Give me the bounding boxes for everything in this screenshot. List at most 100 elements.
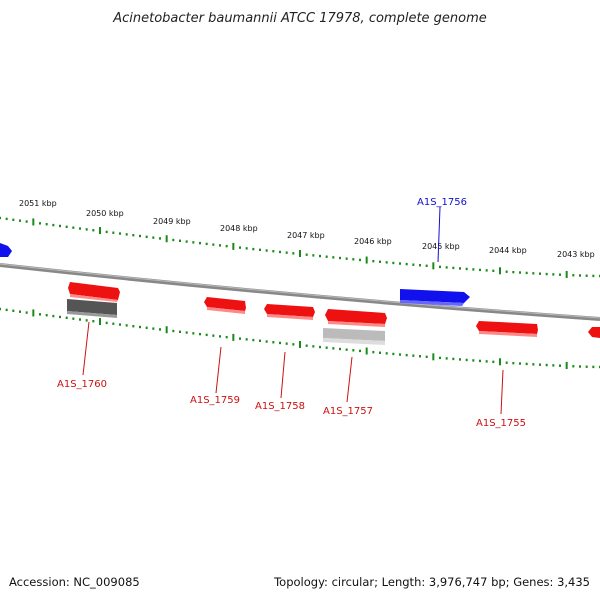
inner-minor-tick xyxy=(205,333,208,337)
gene-a1s-1756[interactable] xyxy=(400,289,470,306)
outer-minor-tick xyxy=(112,231,115,234)
outer-minor-tick xyxy=(252,247,255,251)
inner-minor-tick xyxy=(45,314,48,317)
accession-text: Accession: NC_009085 xyxy=(9,575,140,589)
outer-minor-tick xyxy=(492,269,495,273)
inner-minor-tick xyxy=(505,361,508,364)
outer-minor-tick xyxy=(345,257,348,260)
outer-minor-tick xyxy=(532,272,535,275)
pseudogene-a1s-1757 xyxy=(323,328,385,345)
inner-minor-tick xyxy=(519,362,521,365)
inner-minor-tick xyxy=(25,311,28,314)
inner-minor-tick xyxy=(339,347,341,351)
outer-minor-tick xyxy=(85,228,88,231)
inner-minor-tick xyxy=(199,332,201,336)
inner-minor-tick xyxy=(279,341,281,345)
outer-minor-tick xyxy=(505,270,508,273)
inner-minor-tick xyxy=(452,357,455,361)
outer-minor-tick xyxy=(259,248,261,252)
inner-minor-tick xyxy=(412,354,415,357)
inner-minor-tick xyxy=(445,357,448,360)
inner-minor-tick xyxy=(225,335,228,339)
outer-major-tick xyxy=(299,250,301,258)
outer-minor-tick xyxy=(545,272,548,276)
inner-minor-tick xyxy=(85,319,88,322)
outer-minor-tick xyxy=(359,258,361,262)
inner-minor-tick xyxy=(585,365,588,368)
inner-minor-tick xyxy=(392,352,395,356)
outer-minor-tick xyxy=(445,266,448,269)
inner-minor-tick xyxy=(52,314,55,318)
outer-minor-tick xyxy=(205,242,208,246)
outer-minor-tick xyxy=(592,274,595,278)
outer-minor-tick xyxy=(265,249,268,252)
gene-red-right[interactable] xyxy=(588,327,600,338)
inner-minor-tick xyxy=(172,329,175,333)
inner-minor-tick xyxy=(5,308,8,312)
outer-minor-tick xyxy=(579,274,581,277)
genome-backbone xyxy=(0,263,600,321)
outer-minor-tick xyxy=(145,235,148,239)
outer-minor-tick xyxy=(139,234,141,238)
inner-minor-tick xyxy=(179,330,181,333)
scale-label-2049: 2049 kbp xyxy=(153,217,191,226)
outer-minor-tick xyxy=(239,246,241,249)
inner-minor-tick xyxy=(212,334,215,337)
gene-a1s-1759[interactable] xyxy=(204,297,246,314)
inner-minor-tick xyxy=(145,326,148,330)
inner-minor-tick xyxy=(312,345,315,348)
outer-tick-ring xyxy=(0,216,600,278)
inner-minor-tick xyxy=(545,363,548,367)
outer-minor-tick xyxy=(272,250,275,253)
inner-minor-tick xyxy=(325,346,328,349)
outer-minor-tick xyxy=(125,233,128,236)
gene-a1s-1758[interactable] xyxy=(264,304,315,320)
scale-label-2044: 2044 kbp xyxy=(489,246,527,255)
gene-a1s-1755[interactable] xyxy=(476,321,538,337)
outer-minor-tick xyxy=(285,251,288,254)
inner-minor-tick xyxy=(485,360,488,363)
outer-minor-tick xyxy=(92,229,95,232)
outer-minor-tick xyxy=(199,241,201,245)
inner-minor-tick xyxy=(245,338,248,341)
inner-major-tick xyxy=(32,309,35,317)
outer-minor-tick xyxy=(45,223,48,226)
outer-minor-tick xyxy=(559,273,561,276)
gene-blue-left[interactable] xyxy=(0,243,12,257)
outer-major-tick xyxy=(99,227,101,235)
outer-minor-tick xyxy=(472,268,475,271)
outer-minor-tick xyxy=(519,271,521,274)
gene-a1s-1757[interactable] xyxy=(325,309,387,327)
outer-minor-tick xyxy=(512,270,515,274)
inner-minor-tick xyxy=(59,315,61,319)
outer-minor-tick xyxy=(525,271,528,275)
inner-minor-tick xyxy=(79,318,81,321)
gene-label-a1s-1758: A1S_1758 xyxy=(255,401,305,412)
outer-minor-tick xyxy=(465,267,468,271)
inner-major-tick xyxy=(565,361,568,369)
gene-a1s-1760[interactable] xyxy=(68,282,120,302)
outer-minor-tick xyxy=(319,254,321,258)
outer-minor-tick xyxy=(192,241,195,244)
outer-minor-tick xyxy=(19,219,21,222)
outer-minor-tick xyxy=(185,240,188,243)
inner-minor-tick xyxy=(352,349,355,352)
scale-label-2051: 2051 kbp xyxy=(19,199,57,208)
outer-minor-tick xyxy=(552,273,555,276)
inner-minor-tick xyxy=(72,317,75,320)
outer-minor-tick xyxy=(452,266,455,270)
inner-minor-tick xyxy=(152,327,155,330)
inner-minor-tick xyxy=(185,331,188,334)
inner-minor-tick xyxy=(539,363,541,366)
outer-minor-tick xyxy=(572,274,575,277)
outer-minor-tick xyxy=(219,244,221,247)
inner-minor-tick xyxy=(592,365,595,369)
inner-minor-tick xyxy=(19,310,21,313)
outer-minor-tick xyxy=(25,220,28,223)
inner-minor-tick xyxy=(439,356,441,360)
outer-minor-tick xyxy=(479,268,481,272)
inner-minor-tick xyxy=(159,328,161,331)
inner-minor-tick xyxy=(285,342,288,345)
inner-minor-tick xyxy=(425,355,428,359)
outer-minor-tick xyxy=(585,274,588,277)
